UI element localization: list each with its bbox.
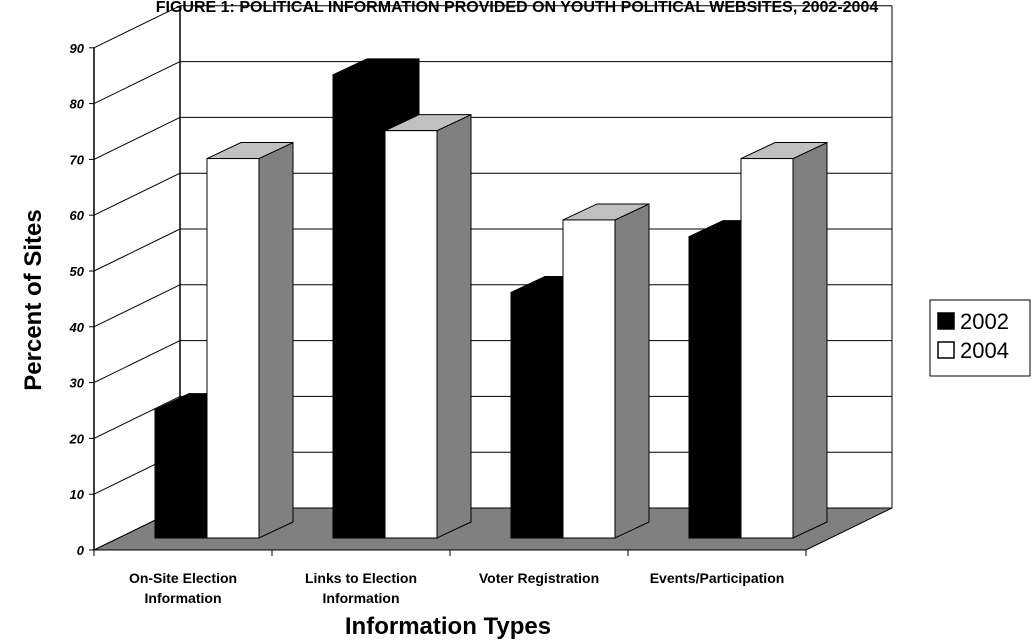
bar-side-2004 (792, 141, 828, 539)
y-tick-label: 60 (70, 208, 85, 223)
legend-swatch-2004 (937, 341, 955, 359)
x-tick-label: Links to Election (305, 570, 417, 586)
gridline-side (93, 340, 181, 384)
x-axis-label: Information Types (345, 613, 551, 640)
y-tick-label: 90 (70, 41, 85, 56)
gridline-side (93, 395, 181, 439)
y-tick-label: 10 (70, 487, 85, 502)
y-axis-label: Percent of Sites (20, 209, 47, 390)
y-axis: 0 10 20 30 40 50 60 70 80 90 (69, 41, 807, 558)
legend: 2002 2004 (929, 299, 1031, 377)
x-tick-label: Voter Registration (479, 570, 599, 586)
y-tick-label: 50 (70, 264, 85, 279)
x-tick-label: On-Site Election (129, 570, 237, 586)
gridline-side (93, 284, 181, 328)
gridline-side (93, 172, 181, 216)
bar-2002-1 (154, 409, 208, 539)
bar-2002-2 (332, 74, 386, 539)
legend-swatch-2002 (937, 312, 955, 330)
y-tick-label: 80 (70, 97, 85, 112)
y-tick-label: 30 (70, 376, 85, 391)
gridline-side (93, 116, 181, 160)
bar-2004-3 (562, 219, 616, 539)
bars (154, 58, 828, 539)
legend-label-2004: 2004 (960, 338, 1009, 363)
gridline-side (93, 5, 181, 49)
bar-2002-4 (688, 236, 742, 539)
x-axis-tick-labels: On-Site Election Information Links to Elec… (129, 570, 784, 606)
bar-2004-2 (384, 130, 438, 539)
x-tick-label: Information (145, 590, 222, 606)
y-tick-label: 70 (70, 152, 85, 167)
gridline-side (93, 228, 181, 272)
legend-label-2002: 2002 (960, 309, 1009, 334)
x-tick-label: Events/Participation (650, 570, 785, 586)
y-tick-label: 20 (69, 431, 85, 446)
x-tick-label: Information (323, 590, 400, 606)
bar-2004-1 (206, 158, 260, 539)
bar-side-2004 (258, 141, 294, 539)
bar-2004-4 (740, 158, 794, 539)
y-tick-label: 40 (69, 320, 85, 335)
bar-2002-3 (510, 291, 564, 539)
y-tick-label: 0 (77, 543, 85, 558)
gridline-side (93, 61, 181, 105)
bar-side-2004 (436, 113, 472, 539)
chart-title: FIGURE 1: POLITICAL INFORMATION PROVIDED… (156, 0, 879, 16)
bar-side-2004 (614, 203, 650, 539)
